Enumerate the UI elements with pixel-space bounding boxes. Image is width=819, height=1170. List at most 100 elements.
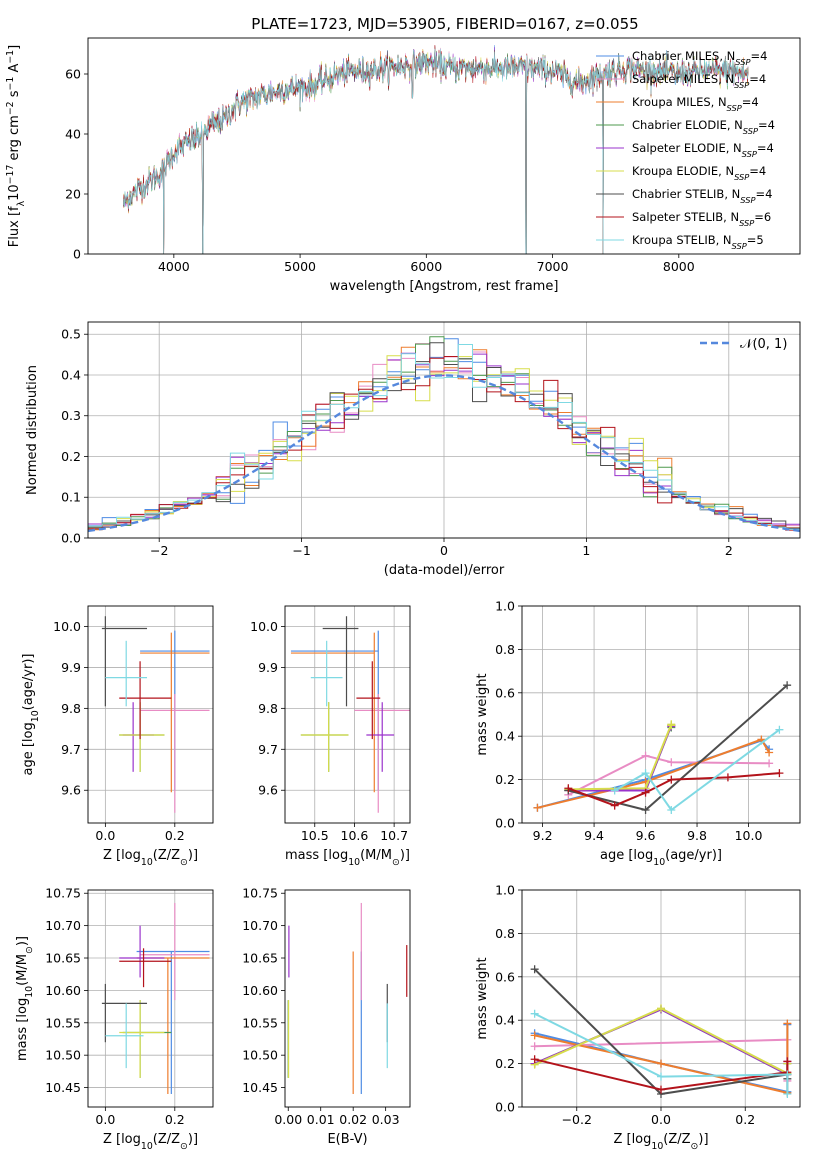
y-tick-label: 10.60 xyxy=(242,983,278,998)
y-tick-label: 0.4 xyxy=(495,729,515,744)
x-tick-label: 10.7 xyxy=(380,828,408,843)
y-tick-label: 0.2 xyxy=(495,1056,515,1071)
legend-entry-kroupa-miles: Kroupa MILES, NSSP=4 xyxy=(632,95,759,113)
x-tick-label: 0.00 xyxy=(274,1112,302,1127)
y-tick-label: 10.65 xyxy=(45,951,81,966)
weight-point xyxy=(657,1004,665,1013)
errorbar-kroupa-stelib xyxy=(310,640,343,707)
plot-area xyxy=(530,965,792,1098)
errorbar-salpeter-elodie xyxy=(122,702,154,772)
y-tick-label: 40 xyxy=(65,127,81,142)
y-tick-label: 0.0 xyxy=(495,816,515,831)
errorbar-kroupa-stelib xyxy=(105,1003,144,1069)
plot-area xyxy=(88,336,800,533)
hist-kroupa-stelib xyxy=(88,344,800,530)
weight-point xyxy=(765,759,774,768)
x-tick-label: −2 xyxy=(150,543,168,558)
weight-point xyxy=(783,1070,792,1079)
errorbar-salpeter-elodie xyxy=(119,925,165,978)
x-tick-label: 0.01 xyxy=(307,1112,335,1127)
errorbar-chabrier-elodie xyxy=(119,702,165,772)
y-tick-label: 0.8 xyxy=(495,642,515,657)
y-tick-label: 20 xyxy=(65,187,81,202)
x-tick-label: 2 xyxy=(725,543,733,558)
errorbar-salpeter-miles xyxy=(140,902,210,1001)
y-tick-label: 0.0 xyxy=(61,531,81,546)
y-tick-label: 9.8 xyxy=(61,701,81,716)
y-tick-label: 9.9 xyxy=(258,660,278,675)
weight-point xyxy=(765,748,774,757)
series-salpeter-stelib xyxy=(564,769,784,810)
y-tick-label: 0.2 xyxy=(61,449,81,464)
normal-curve xyxy=(88,374,800,533)
x-tick-label: 0.02 xyxy=(339,1112,367,1127)
weight-line xyxy=(614,728,780,812)
weight-point xyxy=(641,805,650,814)
y-tick-label: 1.0 xyxy=(495,883,515,898)
weight-point xyxy=(783,1019,792,1028)
errorbar-chabrier-elodie xyxy=(122,1000,172,1078)
x-axis-label: (data-model)/error xyxy=(384,563,505,578)
x-tick-label: 1 xyxy=(582,543,590,558)
x-tick-label: 5000 xyxy=(284,259,316,274)
y-tick-label: 10.60 xyxy=(45,983,81,998)
legend-entry-chabrier-elodie: Chabrier ELODIE, NSSP=4 xyxy=(632,118,775,136)
axes-frame xyxy=(284,605,411,824)
plot-area xyxy=(290,616,410,813)
x-tick-label: 0.0 xyxy=(95,828,115,843)
weight-point xyxy=(564,784,573,793)
errorbar-kroupa-miles xyxy=(290,632,375,793)
errorbar-salpeter-elodie xyxy=(366,702,395,772)
weight-point xyxy=(530,1055,539,1064)
y-tick-label: 10.75 xyxy=(242,886,278,901)
plot-area xyxy=(123,44,749,254)
x-tick-label: 10.6 xyxy=(341,828,369,843)
y-tick-label: 0.8 xyxy=(495,926,515,941)
weight-point xyxy=(775,725,784,734)
weight-point xyxy=(657,1085,665,1094)
weight-point xyxy=(783,1057,792,1066)
weight-point xyxy=(530,1042,539,1051)
y-tick-label: 9.9 xyxy=(61,660,81,675)
x-tick-label: 10.5 xyxy=(301,828,329,843)
y-tick-label: 10.75 xyxy=(45,886,81,901)
axes-frame xyxy=(87,37,801,255)
weight-point xyxy=(775,769,784,778)
weight-line xyxy=(537,738,770,809)
x-axis-label: Z [log10(Z/Z⊙)] xyxy=(103,848,198,868)
x-tick-label: 0.2 xyxy=(165,1112,185,1127)
weight-point xyxy=(641,751,650,760)
legend-entry-salpeter-miles: Salpeter MILES, NSSP=4 xyxy=(632,72,766,90)
plot-area xyxy=(101,902,210,1095)
axes-frame xyxy=(87,605,214,824)
y-tick-label: 9.6 xyxy=(61,783,81,798)
y-tick-label: 0.5 xyxy=(61,327,81,342)
panel-weight-vs-Z: −0.2 0.0 0.2 0.0 0.2 0.4 0.6 0.8 1.0 Z [log10(Z/Z… xyxy=(475,883,801,1152)
errorbar-kroupa-miles xyxy=(136,957,210,1095)
x-axis-label: E(B-V) xyxy=(327,1132,367,1147)
y-tick-label: 0.3 xyxy=(61,408,81,423)
y-tick-label: 10.55 xyxy=(45,1015,81,1030)
errorbar-kroupa-miles xyxy=(140,632,210,793)
weight-point xyxy=(723,773,732,782)
axes-frame xyxy=(87,889,214,1108)
weight-point xyxy=(667,758,676,767)
series-kroupa-stelib xyxy=(530,1009,792,1098)
y-axis-label: mass [log10(M/M⊙)] xyxy=(15,936,35,1061)
errorbar-salpeter-stelib xyxy=(356,661,381,740)
weight-point xyxy=(783,681,792,690)
y-tick-label: 10.45 xyxy=(242,1080,278,1095)
legend-entry-salpeter-stelib: Salpeter STELIB, NSSP=6 xyxy=(632,210,771,228)
figure-title: PLATE=1723, MJD=53905, FIBERID=0167, z=0… xyxy=(251,15,638,33)
y-tick-label: 0.6 xyxy=(495,685,515,700)
axes-frame xyxy=(87,321,801,539)
weight-point xyxy=(641,769,650,778)
x-tick-label: 8000 xyxy=(663,259,695,274)
y-tick-label: 0.4 xyxy=(61,367,81,382)
y-tick-label: 10.50 xyxy=(242,1048,278,1063)
panel-spectrum: 4000 5000 6000 7000 8000 0 20 40 60 wavelength [A… xyxy=(5,37,801,294)
y-tick-label: 0.2 xyxy=(495,772,515,787)
y-tick-label: 0.6 xyxy=(495,969,515,984)
y-tick-label: 0 xyxy=(73,247,81,262)
y-tick-label: 10.65 xyxy=(242,951,278,966)
